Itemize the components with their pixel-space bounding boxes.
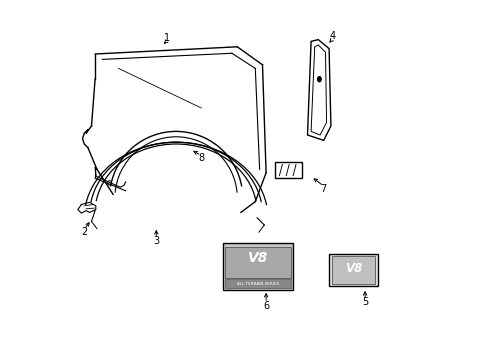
Text: 4: 4 [329, 31, 335, 41]
Text: 6: 6 [263, 301, 268, 311]
Text: 8: 8 [198, 153, 204, 163]
Text: V8: V8 [344, 262, 361, 275]
FancyBboxPatch shape [328, 254, 377, 286]
Text: ALL TERRAIN SERIES: ALL TERRAIN SERIES [237, 282, 279, 286]
Text: 7: 7 [320, 184, 326, 194]
FancyBboxPatch shape [223, 243, 292, 290]
Text: V8: V8 [247, 251, 267, 265]
FancyBboxPatch shape [225, 247, 290, 278]
FancyBboxPatch shape [225, 279, 290, 288]
Text: 2: 2 [81, 227, 87, 237]
Text: 1: 1 [163, 33, 170, 43]
Ellipse shape [317, 77, 321, 82]
Text: 5: 5 [361, 297, 367, 307]
FancyBboxPatch shape [331, 256, 374, 284]
Text: 3: 3 [153, 236, 159, 246]
